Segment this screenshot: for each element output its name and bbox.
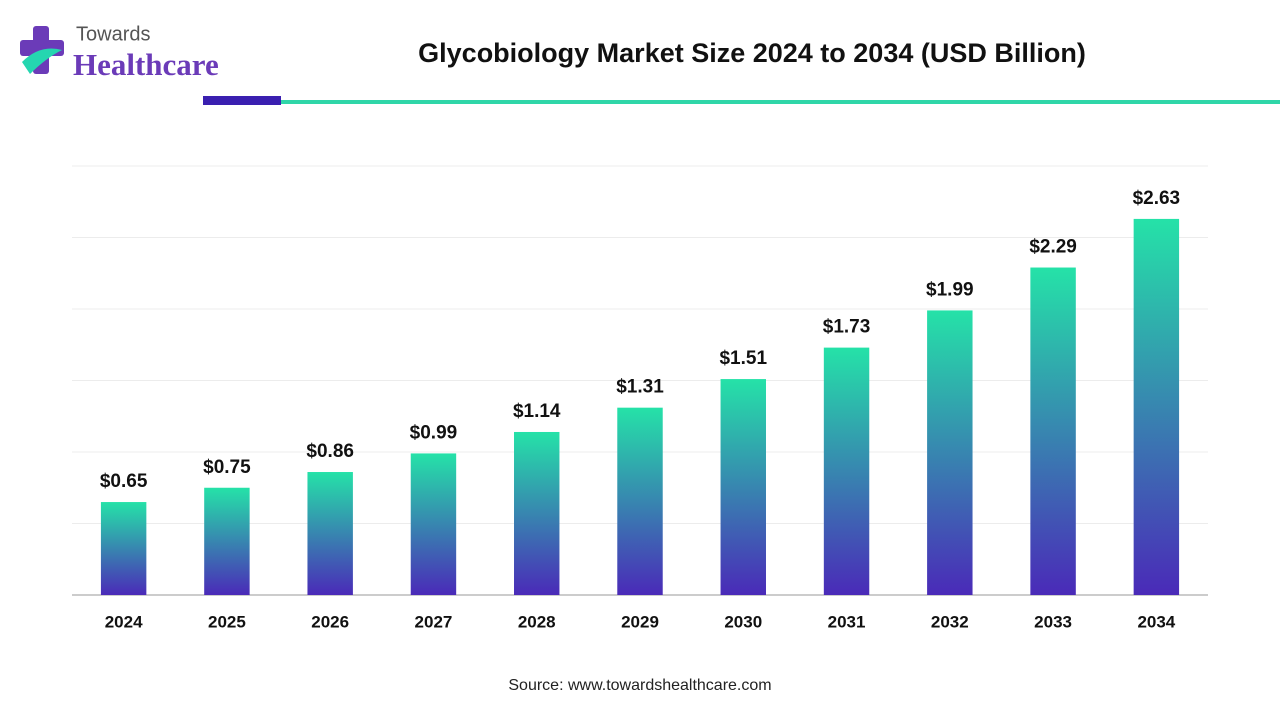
bar (100, 502, 147, 595)
bar (823, 347, 870, 595)
value-label: $0.65 (100, 471, 148, 492)
logo: Towards Healthcare (20, 23, 219, 82)
bar (720, 379, 766, 595)
source: Source: www.towardshealthcare.com (508, 677, 771, 694)
logo-leaf (22, 48, 62, 74)
value-label: $2.29 (1029, 237, 1077, 258)
value-label: $1.14 (513, 401, 561, 422)
header-accent (203, 96, 281, 105)
value-label: $1.51 (719, 348, 767, 369)
value-label: $0.75 (203, 457, 251, 478)
bar (307, 472, 353, 595)
value-label: $1.31 (616, 377, 664, 398)
value-label: $1.99 (926, 279, 974, 300)
value-label: $0.86 (306, 441, 354, 462)
x-tick-label: 2034 (1137, 612, 1175, 631)
brand-line2: Healthcare (73, 47, 219, 82)
brand-line1: Towards (76, 23, 150, 45)
bar (1133, 218, 1180, 595)
bar (410, 453, 457, 595)
bar (927, 310, 973, 595)
x-tick-label: 2026 (311, 612, 349, 631)
bar (1030, 267, 1076, 595)
bar (204, 487, 250, 595)
x-tick-label: 2028 (518, 612, 556, 631)
x-tick-label: 2027 (415, 612, 453, 631)
value-label: $2.63 (1133, 188, 1181, 209)
bar (617, 407, 663, 595)
x-tick-label: 2025 (208, 612, 246, 631)
bar (514, 431, 560, 595)
x-tick-label: 2033 (1034, 612, 1072, 631)
chart-title: Glycobiology Market Size 2024 to 2034 (U… (418, 38, 1086, 68)
value-label: $0.99 (410, 422, 458, 443)
value-label: $1.73 (823, 317, 871, 338)
header-rule (281, 100, 1280, 104)
x-tick-label: 2030 (724, 612, 762, 631)
x-tick-label: 2032 (931, 612, 969, 631)
x-tick-label: 2031 (828, 612, 866, 631)
x-tick-label: 2024 (105, 612, 143, 631)
x-tick-label: 2029 (621, 612, 659, 631)
